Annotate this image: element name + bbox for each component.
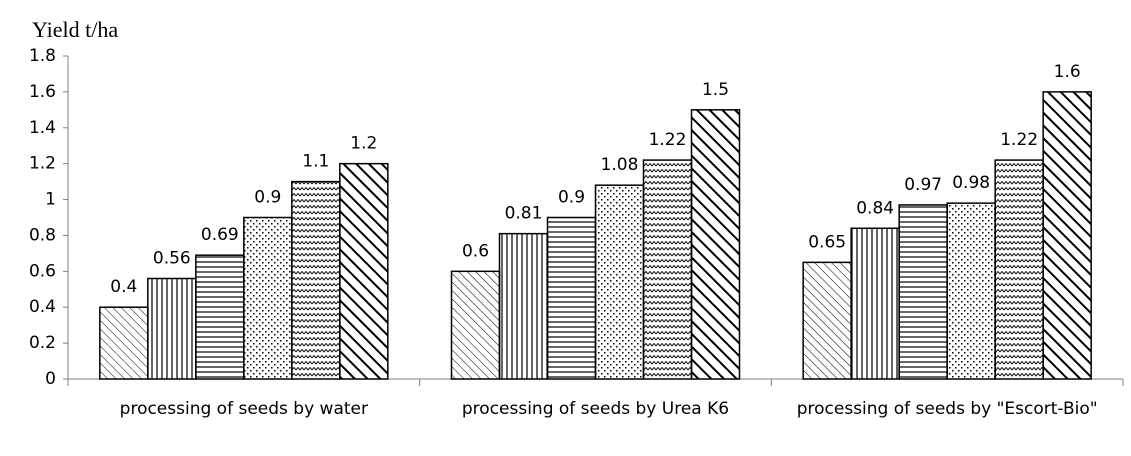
bar	[594, 184, 645, 380]
y-tick-label: 1.8	[29, 46, 56, 66]
x-tick-label: processing of seeds by "Escort-Bio"	[796, 399, 1098, 419]
bar	[850, 227, 900, 380]
data-label: 0.69	[201, 225, 239, 245]
data-label: 0.81	[505, 204, 543, 224]
data-label: 0.9	[558, 188, 585, 208]
x-tick-label: processing of seeds by Urea K6	[461, 399, 730, 419]
data-label: 0.9	[254, 188, 281, 208]
bar	[946, 202, 996, 380]
bar	[99, 306, 149, 380]
bar	[898, 204, 948, 380]
data-label: 1.22	[1000, 130, 1038, 150]
y-tick-label: 0.8	[29, 225, 56, 245]
data-label: 0.98	[952, 173, 990, 193]
data-label: 1.22	[649, 130, 687, 150]
bar	[994, 159, 1044, 380]
bar	[1042, 91, 1092, 380]
data-label: 0.56	[153, 249, 191, 269]
y-tick-label: 1	[45, 190, 56, 210]
bar	[642, 159, 693, 380]
y-tick-label: 1.2	[29, 154, 56, 174]
data-label: 0.4	[110, 277, 137, 297]
x-tick-label: processing of seeds by water	[119, 399, 368, 419]
data-label: 1.2	[350, 134, 377, 154]
y-tick-label: 0.4	[29, 297, 56, 317]
y-tick-label: 0	[45, 369, 56, 389]
bar	[450, 270, 501, 380]
data-label: 0.65	[808, 232, 846, 252]
bar	[546, 216, 597, 380]
bar	[339, 162, 389, 380]
data-label: 0.84	[856, 198, 894, 218]
data-label: 1.5	[702, 80, 729, 100]
data-label: 1.08	[601, 155, 639, 175]
bar	[690, 109, 741, 380]
bar	[802, 261, 852, 380]
bar	[498, 232, 549, 380]
bar	[195, 254, 245, 380]
y-tick-label: 1.6	[29, 82, 56, 102]
bar	[291, 180, 341, 380]
data-label: 0.97	[904, 175, 942, 195]
bar	[147, 277, 197, 380]
data-label: 0.6	[462, 241, 489, 261]
y-tick-label: 0.6	[29, 261, 56, 281]
y-tick-label: 1.4	[29, 118, 56, 138]
bar	[243, 216, 293, 380]
y-axis-label: Yield t/ha	[32, 17, 118, 42]
y-tick-label: 0.2	[29, 333, 56, 353]
data-label: 1.1	[302, 152, 329, 172]
data-label: 1.6	[1054, 62, 1081, 82]
